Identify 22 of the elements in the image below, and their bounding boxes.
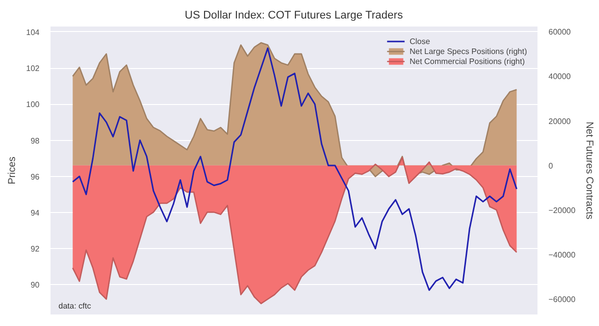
y2-tick-label: 20000 (548, 116, 572, 126)
y2-axis-title: Net Futures Contracts (583, 122, 594, 220)
y-tick-label: 94 (30, 208, 40, 218)
y-tick-label: 102 (26, 64, 40, 74)
y2-tick-label: 0 (548, 161, 554, 170)
y-tick-label: 98 (30, 136, 40, 146)
y2-tick-label: 60000 (548, 28, 572, 37)
legend-label: Net Commercial Positions (right) (410, 56, 525, 66)
y2-tick-label: −20000 (548, 206, 576, 215)
y-tick-label: 96 (30, 172, 40, 182)
y-tick-label: 104 (26, 28, 40, 37)
y2-tick-label: −60000 (548, 295, 576, 304)
chart-title: US Dollar Index: COT Futures Large Traders (184, 10, 404, 22)
y-tick-label: 100 (26, 100, 40, 110)
y-axis-title: Prices (7, 156, 18, 184)
annotation: data: cftc (58, 302, 91, 310)
legend-label: Close (410, 36, 430, 46)
y2-tick-label: −40000 (548, 250, 576, 260)
y2-tick-label: 40000 (548, 72, 572, 82)
y-tick-label: 90 (30, 280, 40, 290)
y-tick-label: 92 (30, 244, 40, 254)
legend-label: Net Large Specs Positions (right) (410, 46, 527, 56)
